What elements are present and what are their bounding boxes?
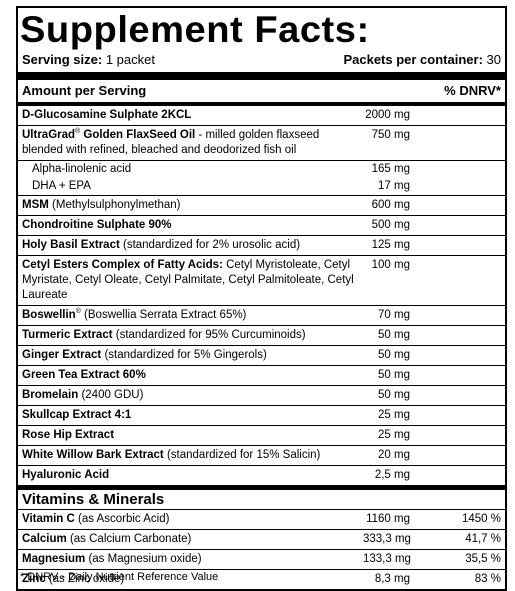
ingredient-row: Ginger Extract (standardized for 5% Ging… xyxy=(18,346,505,366)
ingredient-amount: 50 mg xyxy=(378,389,410,401)
ingredient-row: D-Glucosamine Sulphate 2KCL 2000 mg xyxy=(18,106,505,126)
ingredient-row: Green Tea Extract 60% 50 mg xyxy=(18,366,505,386)
ingredient-name: Holy Basil Extract (standardized for 2% … xyxy=(22,239,301,251)
ingredient-row: Cetyl Esters Complex of Fatty Acids: Cet… xyxy=(18,256,505,306)
ingredient-row: Alpha-linolenic acid 165 mg xyxy=(18,161,505,178)
vitamin-row: Calcium (as Calcium Carbonate) 333,3 mg 41… xyxy=(18,530,505,550)
ingredient-name: Rose Hip Extract xyxy=(22,429,115,441)
table-header: Amount per Serving % DNRV* xyxy=(18,80,505,106)
vitamin-dv: 83 % xyxy=(474,573,501,585)
ingredient-row: DHA + EPA 17 mg xyxy=(18,178,505,196)
ingredient-name: Alpha-linolenic acid xyxy=(32,163,132,175)
vitamin-amount: 133,3 mg xyxy=(363,553,411,565)
vitamin-amount: 8,3 mg xyxy=(374,573,410,585)
ingredient-row: Chondroitine Sulphate 90% 500 mg xyxy=(18,216,505,236)
ingredient-row: White Willow Bark Extract (standardized … xyxy=(18,446,505,466)
ingredient-row: Skullcap Extract 4:1 25 mg xyxy=(18,406,505,426)
panel-title: Supplement Facts: xyxy=(20,9,370,50)
serving-info: Serving size: 1 packet Packets per conta… xyxy=(18,50,505,80)
ingredient-amount: 2,5 mg xyxy=(374,469,410,481)
ingredient-row: Holy Basil Extract (standardized for 2% … xyxy=(18,236,505,256)
ingredient-name: Turmeric Extract (standardized for 95% C… xyxy=(22,329,306,341)
ingredient-row: MSM (Methylsulphonylmethan) 600 mg xyxy=(18,196,505,216)
ingredient-name: UltraGrad® Golden FlaxSeed Oil - milled … xyxy=(22,128,320,156)
serving-size-value: 1 packet xyxy=(105,52,155,67)
ingredient-name: Green Tea Extract 60% xyxy=(22,369,146,381)
ingredient-row: Rose Hip Extract 25 mg xyxy=(18,426,505,446)
ingredient-row: Hyaluronic Acid 2,5 mg xyxy=(18,466,505,486)
vitamin-amount: 1160 mg xyxy=(366,513,410,525)
amount-header: Amount per Serving xyxy=(22,83,147,98)
ingredient-amount: 17 mg xyxy=(378,180,410,192)
ingredient-name: Skullcap Extract 4:1 xyxy=(22,409,132,421)
vitamins-section-title: Vitamins & Minerals xyxy=(18,486,505,510)
ingredient-amount: 2000 mg xyxy=(365,109,410,121)
ingredient-amount: 125 mg xyxy=(371,239,410,251)
ingredient-amount: 165 mg xyxy=(371,163,410,175)
ingredient-name: MSM (Methylsulphonylmethan) xyxy=(22,199,181,211)
vitamin-dv: 41,7 % xyxy=(465,533,501,545)
vitamin-row: Vitamin C (as Ascorbic Acid) 1160 mg 1450 … xyxy=(18,510,505,530)
ingredient-amount: 25 mg xyxy=(378,409,410,421)
ingredient-name: Hyaluronic Acid xyxy=(22,469,110,481)
ingredient-amount: 25 mg xyxy=(378,429,410,441)
ingredient-amount: 500 mg xyxy=(371,219,410,231)
vitamin-name: Calcium (as Calcium Carbonate) xyxy=(22,533,192,545)
ingredient-amount: 750 mg xyxy=(371,129,410,141)
ingredient-amount: 70 mg xyxy=(378,309,410,321)
per-container-label: Packets per container: xyxy=(343,52,483,67)
ingredients-list: D-Glucosamine Sulphate 2KCL 2000 mg UltraG… xyxy=(18,106,505,486)
ingredient-amount: 50 mg xyxy=(378,329,410,341)
vitamin-dv: 1450 % xyxy=(461,513,501,525)
per-container-value: 30 xyxy=(486,52,501,67)
serving-size-label: Serving size: xyxy=(22,52,103,67)
ingredient-amount: 100 mg xyxy=(371,259,410,271)
ingredient-name: D-Glucosamine Sulphate 2KCL xyxy=(22,109,192,121)
ingredient-amount: 50 mg xyxy=(378,369,410,381)
ingredient-name: Cetyl Esters Complex of Fatty Acids: Cet… xyxy=(22,259,354,301)
ingredient-name: Ginger Extract (standardized for 5% Ging… xyxy=(22,349,267,361)
footnote: * DNRV - Daily Nutrient Reference Value xyxy=(20,571,219,583)
vitamin-dv: 35,5 % xyxy=(465,553,501,565)
ingredient-row: Turmeric Extract (standardized for 95% C… xyxy=(18,326,505,346)
ingredient-name: White Willow Bark Extract (standardized … xyxy=(22,449,321,461)
ingredient-row: Bromelain (2400 GDU) 50 mg xyxy=(18,386,505,406)
ingredient-amount: 20 mg xyxy=(378,449,410,461)
vitamin-amount: 333,3 mg xyxy=(363,533,411,545)
vitamin-name: Zinc (as Zinc oxide) xyxy=(22,573,125,585)
ingredient-name: DHA + EPA xyxy=(32,180,91,192)
ingredient-name: Chondroitine Sulphate 90% xyxy=(22,219,172,231)
packets-per-container: Packets per container: 30 xyxy=(343,50,501,72)
ingredient-amount: 600 mg xyxy=(371,199,410,211)
ingredient-amount: 50 mg xyxy=(378,349,410,361)
ingredient-name: Bromelain (2400 GDU) xyxy=(22,389,144,401)
dnrv-header: % DNRV* xyxy=(444,83,501,98)
vitamin-row: Magnesium (as Magnesium oxide) 133,3 mg 35… xyxy=(18,550,505,570)
ingredient-row: UltraGrad® Golden FlaxSeed Oil - milled … xyxy=(18,126,505,161)
vitamins-list: Vitamin C (as Ascorbic Acid) 1160 mg 1450 … xyxy=(18,510,505,589)
vitamin-row: Zinc (as Zinc oxide) 8,3 mg 83 % xyxy=(18,570,505,589)
ingredient-row: Boswellin® (Boswellia Serrata Extract 65… xyxy=(18,306,505,326)
supplement-facts-panel: Supplement Facts: Serving size: 1 packet… xyxy=(16,6,507,591)
ingredient-name: Boswellin® (Boswellia Serrata Extract 65… xyxy=(22,308,247,321)
vitamin-name: Magnesium (as Magnesium oxide) xyxy=(22,553,202,565)
vitamin-name: Vitamin C (as Ascorbic Acid) xyxy=(22,513,170,525)
serving-size: Serving size: 1 packet xyxy=(22,50,155,72)
